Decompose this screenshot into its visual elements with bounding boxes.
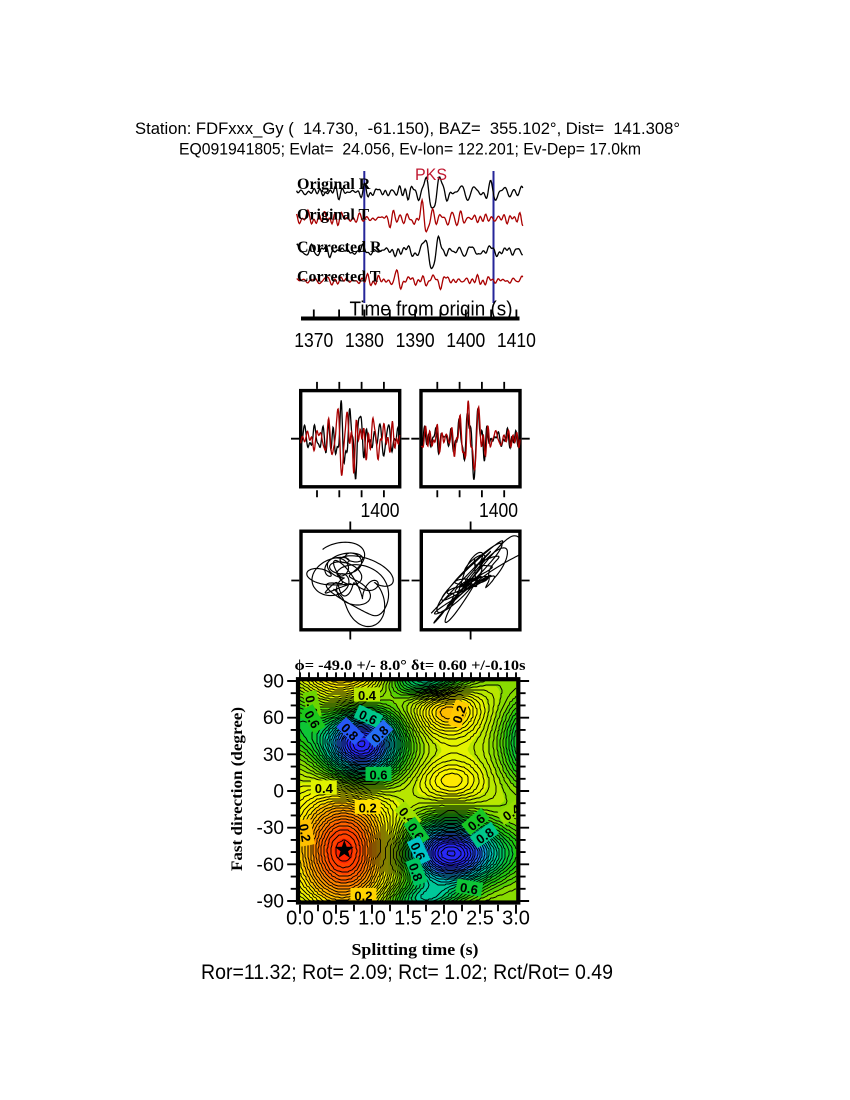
svg-text:-90: -90 [257,892,284,913]
svg-text:Time from origin (s): Time from origin (s) [350,299,513,321]
svg-text:Splitting time (s): Splitting time (s) [352,940,479,959]
svg-text:Original R: Original R [297,176,371,193]
svg-text:3.0: 3.0 [502,908,530,930]
svg-text:1.5: 1.5 [394,908,422,930]
svg-text:1400: 1400 [361,500,400,522]
svg-text:90: 90 [263,672,284,693]
svg-text:ϕ= -49.0 +/- 8.0° δt= 0.60 +/-: ϕ= -49.0 +/- 8.0° δt= 0.60 +/-0.10s [295,658,526,674]
svg-text:Original T: Original T [297,207,369,224]
svg-text:0.2: 0.2 [449,703,469,725]
svg-text:0.4: 0.4 [315,781,334,796]
svg-text:Fast direction (degree): Fast direction (degree) [229,707,246,871]
svg-text:-30: -30 [257,818,284,839]
svg-text:EQ091941805; Evlat= 24.056, E: EQ091941805; Evlat= 24.056, Ev-lon= 122.… [179,141,641,159]
svg-text:0.5: 0.5 [322,908,350,930]
svg-text:0.2: 0.2 [296,823,314,843]
svg-text:Station: FDFxxx_Gy ( 14.730,: Station: FDFxxx_Gy ( 14.730, -61.150), B… [135,120,680,138]
svg-text:1400: 1400 [479,500,518,522]
svg-text:1380: 1380 [345,330,384,352]
svg-text:60: 60 [263,708,284,729]
svg-text:0.6: 0.6 [407,840,428,863]
svg-text:30: 30 [263,745,284,766]
svg-text:2.0: 2.0 [430,908,458,930]
svg-text:Corrected R: Corrected R [297,239,382,256]
svg-text:0.8: 0.8 [406,861,426,883]
svg-text:-60: -60 [257,855,284,876]
svg-text:2.5: 2.5 [466,908,494,930]
svg-text:1390: 1390 [396,330,435,352]
svg-text:1370: 1370 [294,330,333,352]
svg-text:PKS: PKS [415,165,447,184]
svg-text:1410: 1410 [497,330,536,352]
svg-text:Ror=11.32; Rot= 2.09; Rct= 1.0: Ror=11.32; Rot= 2.09; Rct= 1.02; Rct/Rot… [201,961,613,984]
svg-text:0.6: 0.6 [369,767,387,782]
svg-text:Corrected T: Corrected T [297,269,381,286]
svg-text:0.6: 0.6 [459,880,479,898]
svg-text:0.6: 0.6 [357,707,380,728]
svg-text:1.0: 1.0 [358,908,386,930]
svg-text:0.0: 0.0 [286,908,314,930]
svg-text:1400: 1400 [446,330,485,352]
svg-text:0.2: 0.2 [359,800,377,815]
svg-text:0.2: 0.2 [354,888,372,903]
svg-text:0.4: 0.4 [358,688,377,703]
svg-text:0: 0 [273,782,284,803]
